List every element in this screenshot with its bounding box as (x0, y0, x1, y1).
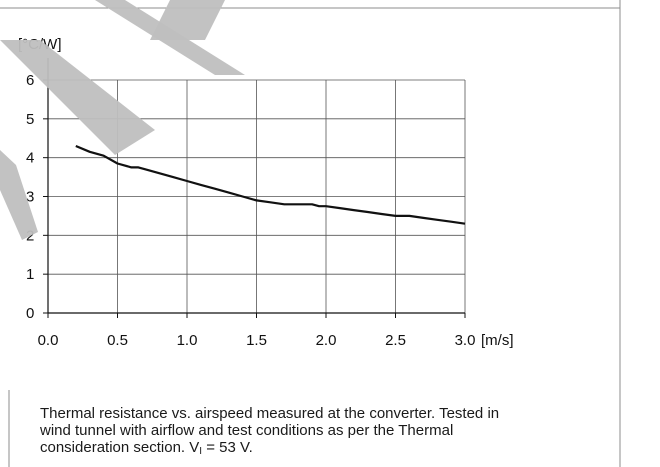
series-line-0 (75, 144, 466, 225)
caption-line-1: Thermal resistance vs. airspeed measured… (40, 405, 500, 422)
y-tick-label-6: 6 (26, 72, 34, 89)
watermark-stripe-left (0, 150, 38, 240)
x-tick-label-5: 2.5 (385, 332, 406, 349)
y-tick-labels: 0123456 (26, 72, 48, 322)
y-tick-label-3: 3 (26, 189, 34, 206)
x-tick-label-0: 0.0 (38, 332, 59, 349)
watermark-stripe-middle (0, 40, 155, 155)
x-tick-label-1: 0.5 (107, 332, 128, 349)
series-group (75, 144, 466, 225)
x-tick-label-3: 1.5 (246, 332, 267, 349)
x-tick-label-2: 1.0 (177, 332, 198, 349)
caption-line-2: wind tunnel with airflow and test condit… (40, 422, 454, 439)
watermark-stripes (0, 0, 245, 240)
caption-line-3-suffix: = 53 V. (202, 439, 253, 456)
caption-line-3-prefix: consideration section. V (40, 439, 200, 456)
y-tick-label-4: 4 (26, 150, 34, 167)
watermark-stripe-right (95, 0, 245, 75)
x-tick-labels: 0.0 0.5 1.0 1.5 2.0 2.5 3.0 (38, 313, 476, 349)
y-tick-label-0: 0 (26, 305, 34, 322)
figure-caption: Thermal resistance vs. airspeed measured… (40, 405, 630, 460)
x-tick-label-4: 2.0 (316, 332, 337, 349)
caption-line-3-subscript: I (199, 446, 203, 457)
y-tick-label-5: 5 (26, 111, 34, 128)
x-tick-label-6: 3.0 (455, 332, 476, 349)
x-axis-unit: [m/s] (481, 332, 514, 349)
figure-frame (0, 0, 621, 467)
y-tick-label-1: 1 (26, 266, 34, 283)
caption-line-3: consideration section. VI = 53 V. (40, 439, 630, 460)
